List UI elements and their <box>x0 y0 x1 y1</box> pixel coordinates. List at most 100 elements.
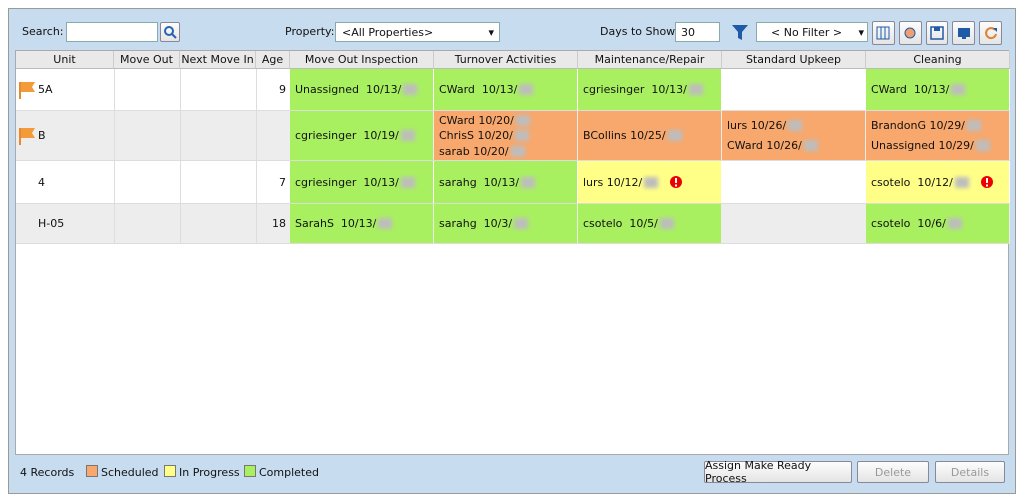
filter-value: < No Filter > <box>771 26 843 39</box>
redacted-year <box>400 130 415 141</box>
redacted-year <box>521 176 536 188</box>
legend-label: In Progress <box>179 466 240 479</box>
row[interactable]: 4 7 cgriesinger 10/13/sarahg 10/13/lurs 10… <box>16 161 1010 204</box>
task-text: csotelo 10/5/ <box>583 217 658 230</box>
age: 9 <box>279 83 286 96</box>
search-button[interactable] <box>160 22 180 42</box>
legend-label: Scheduled <box>101 466 159 479</box>
redacted-year <box>688 84 703 95</box>
task-text: lurs 10/12/ <box>583 175 643 189</box>
cell-divider <box>180 204 181 244</box>
task-cell[interactable]: CWard 10/13/ <box>866 69 1009 110</box>
redacted-year <box>975 140 990 152</box>
task-cell[interactable]: cgriesinger 10/13/ <box>578 69 721 110</box>
redacted-year <box>515 114 530 126</box>
task-text: sarahg 10/3/ <box>439 217 513 230</box>
task-cell[interactable]: CWard 10/13/ <box>434 69 577 110</box>
redacted-year <box>788 119 803 131</box>
dropdown-arrow: ▾ <box>488 26 494 39</box>
legend-swatch <box>244 465 256 477</box>
task-entry: CWard 10/20/ <box>439 114 577 127</box>
task-cell[interactable]: BrandonG 10/29/Unassigned 10/29/ <box>866 111 1009 160</box>
filter-select[interactable]: < No Filter > ▾ <box>756 22 868 42</box>
refresh-button[interactable] <box>979 21 1002 45</box>
property-select[interactable]: <All Properties> ▾ <box>335 22 500 42</box>
task-cell[interactable]: cgriesinger 10/13/ <box>290 161 433 203</box>
task-cell[interactable]: lurs 10/12/ <box>578 161 721 203</box>
task-entry: cgriesinger 10/13/ <box>583 83 721 96</box>
cell-divider <box>180 111 181 161</box>
task-cell[interactable]: csotelo 10/12/ <box>866 161 1009 203</box>
column-header: Age <box>256 51 290 69</box>
days-label: Days to Show: <box>600 25 679 38</box>
redacted-year <box>514 130 529 141</box>
task-text: lurs 10/26/ <box>727 118 787 132</box>
flag <box>18 126 36 149</box>
task-text: csotelo 10/12/ <box>871 175 953 189</box>
task-entry: csotelo 10/6/ <box>871 217 1009 230</box>
row[interactable]: H-05 18 SarahS 10/13/sarahg 10/3/csotelo 1… <box>16 204 1010 244</box>
task-entry: csotelo 10/5/ <box>583 217 721 230</box>
redacted-year <box>644 176 659 188</box>
redacted-year <box>954 176 969 188</box>
task-entry: sarahg 10/13/ <box>439 176 577 189</box>
grid: Unit Move Out Next Move In Age Move Out Insp… <box>15 50 1010 455</box>
task-text: Unassigned 10/13/ <box>295 83 402 96</box>
redacted-year <box>803 140 818 152</box>
task-text: Unassigned 10/29/ <box>871 139 974 153</box>
task-cell[interactable]: Unassigned 10/13/ <box>290 69 433 110</box>
column-header: Cleaning <box>866 51 1010 69</box>
task-text: cgriesinger 10/19/ <box>295 129 399 142</box>
task-cell[interactable]: csotelo 10/6/ <box>866 204 1009 243</box>
task-cell[interactable]: sarahg 10/3/ <box>434 204 577 243</box>
unit: 4 <box>38 175 45 189</box>
column-header: Turnover Activities <box>434 51 578 69</box>
redacted-year <box>400 176 415 188</box>
filter-icon[interactable] <box>730 22 750 42</box>
task-cell[interactable]: SarahS 10/13/ <box>290 204 433 243</box>
save-button[interactable] <box>925 21 949 45</box>
cell-divider <box>256 204 257 244</box>
column-header: Move Out <box>114 51 180 69</box>
task-cell[interactable]: CWard 10/20/ChrisS 10/20/sarab 10/20/ <box>434 111 577 160</box>
redacted-year <box>403 84 418 95</box>
column-header: Standard Upkeep <box>722 51 866 69</box>
days-input[interactable]: 30 <box>675 22 720 42</box>
redacted-year <box>966 119 981 131</box>
row[interactable]: 5A 9 Unassigned 10/13/CWard 10/13/cgriesin… <box>16 69 1010 111</box>
footer-button[interactable]: Assign Make Ready Process <box>704 459 852 485</box>
redacted-year <box>947 218 962 229</box>
legend-swatch <box>164 465 176 477</box>
task-cell[interactable]: BCollins 10/25/ <box>578 111 721 160</box>
unit: 5A <box>38 83 53 96</box>
task-entry: cgriesinger 10/13/ <box>295 176 433 189</box>
cell-divider <box>256 111 257 161</box>
columns-button[interactable] <box>872 21 895 45</box>
property-label: Property: <box>285 25 335 38</box>
unit: B <box>38 129 46 142</box>
days-value: 30 <box>681 26 695 39</box>
print-button[interactable] <box>898 21 922 45</box>
task-cell[interactable]: sarahg 10/13/ <box>434 161 577 203</box>
export-button[interactable] <box>952 21 976 45</box>
search-input[interactable] <box>66 22 158 42</box>
search-icon <box>164 26 177 39</box>
task-entry: CWard 10/13/ <box>439 83 577 96</box>
task-cell[interactable]: lurs 10/26/CWard 10/26/ <box>722 111 865 160</box>
age: 7 <box>279 175 286 189</box>
task-text: CWard 10/13/ <box>871 83 950 96</box>
unit: H-05 <box>38 217 65 230</box>
task-entry: lurs 10/12/ <box>583 176 721 189</box>
property-value: <All Properties> <box>342 26 434 39</box>
task-cell[interactable]: cgriesinger 10/19/ <box>290 111 433 160</box>
age: 18 <box>272 217 286 230</box>
task-text: CWard 10/26/ <box>727 139 802 153</box>
redacted-year <box>659 218 674 229</box>
task-cell[interactable]: csotelo 10/5/ <box>578 204 721 243</box>
task-text: cgriesinger 10/13/ <box>295 175 399 189</box>
task-text: SarahS 10/13/ <box>295 217 377 230</box>
task-text: CWard 10/13/ <box>439 83 518 96</box>
alert-icon <box>670 176 683 188</box>
footer-button: Delete <box>857 461 929 483</box>
